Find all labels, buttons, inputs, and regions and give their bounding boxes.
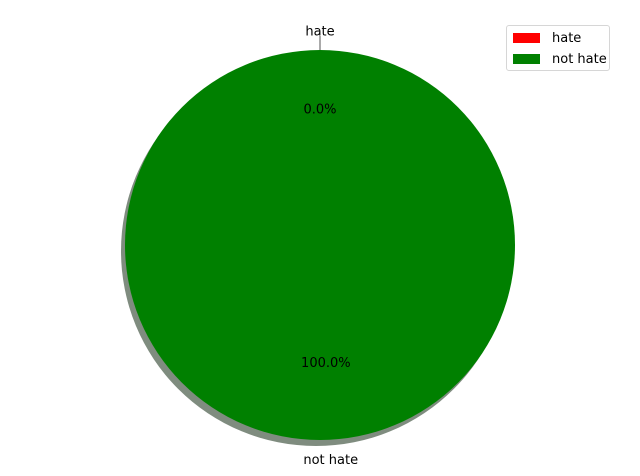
pie-labels: hate 0.0% not hate 100.0% — [301, 25, 358, 469]
legend-swatch-not-hate — [513, 54, 540, 64]
slice-label-not-hate: not hate — [303, 453, 358, 468]
slice-label-hate: hate — [305, 25, 334, 40]
slice-not-hate — [125, 50, 515, 440]
slice-pct-not-hate: 100.0% — [301, 356, 351, 371]
legend-entry-hate: hate — [513, 30, 581, 46]
legend-swatch-hate — [513, 33, 540, 43]
legend-entry-not-hate: not hate — [513, 51, 607, 67]
legend-label-not-hate: not hate — [552, 51, 607, 67]
pie-slices — [125, 36, 515, 440]
legend: hate not hate — [506, 25, 610, 71]
slice-pct-hate: 0.0% — [303, 103, 336, 118]
legend-label-hate: hate — [552, 30, 582, 46]
